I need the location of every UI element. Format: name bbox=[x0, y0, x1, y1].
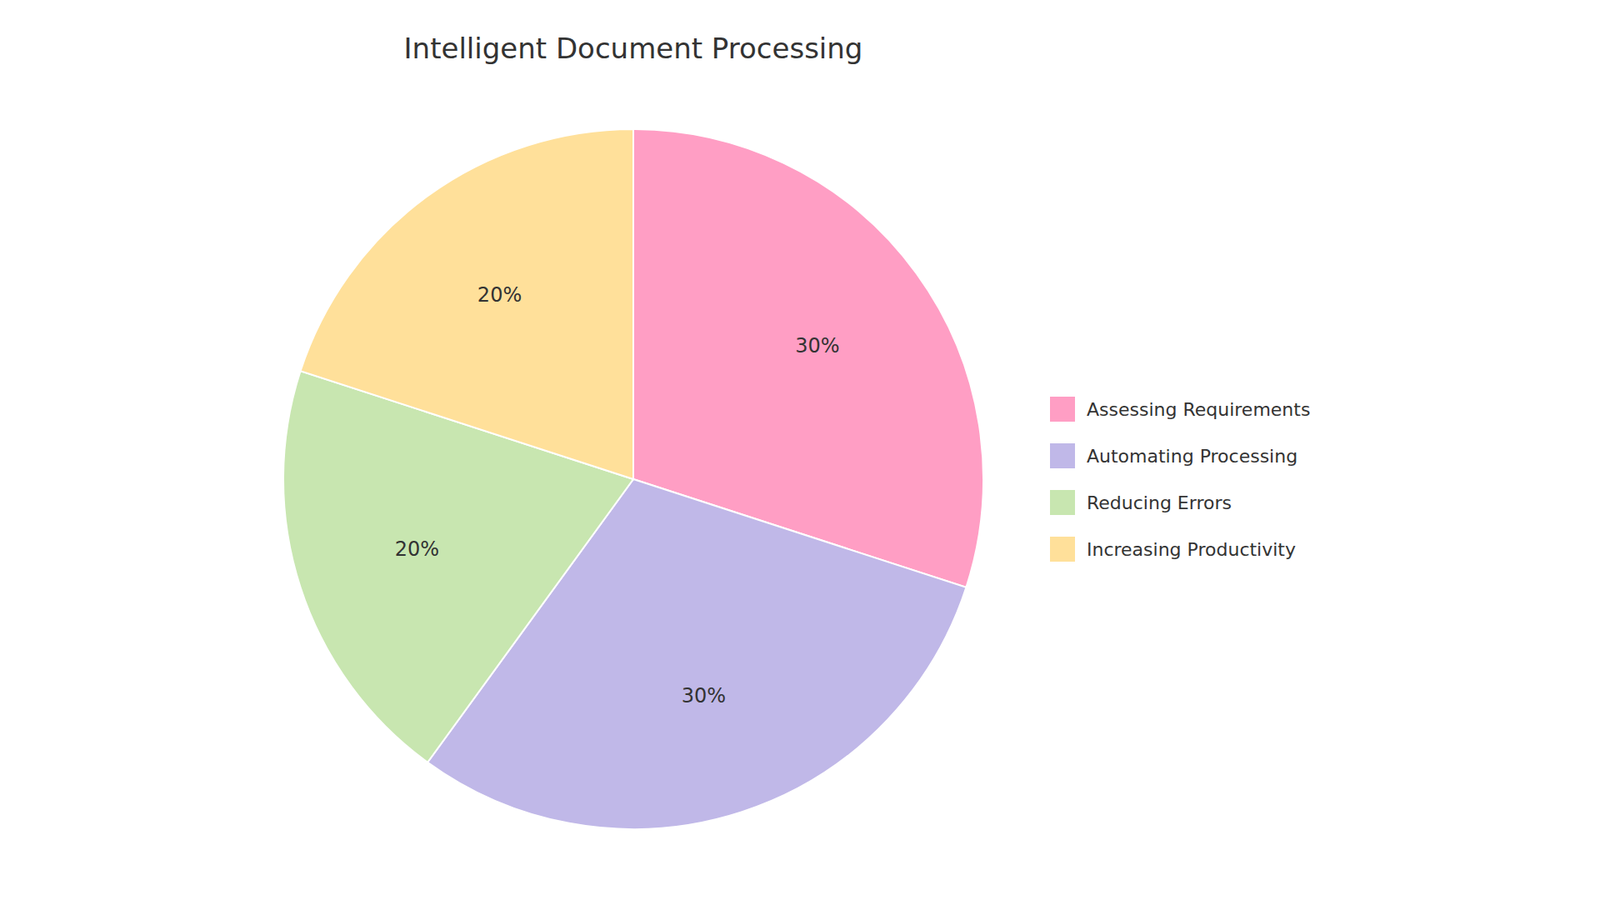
title: Intelligent Document Processing bbox=[404, 31, 864, 65]
legend-label: Reducing Errors bbox=[1086, 492, 1232, 514]
legend-swatch bbox=[1050, 396, 1075, 422]
legend-swatch bbox=[1050, 490, 1075, 515]
legend-item: Increasing Productivity bbox=[1050, 536, 1296, 562]
legend-item: Assessing Requirements bbox=[1050, 396, 1310, 422]
legend-label: Increasing Productivity bbox=[1086, 539, 1296, 560]
data-label: 20% bbox=[477, 283, 522, 307]
chart: Intelligent Document Processing 30% 30% 20%… bbox=[0, 0, 1600, 900]
legend-item: Reducing Errors bbox=[1050, 490, 1232, 515]
legend-item: Automating Processing bbox=[1050, 443, 1298, 469]
pie bbox=[283, 129, 984, 830]
slice bbox=[300, 129, 634, 480]
legend-label: Automating Processing bbox=[1086, 445, 1298, 467]
data-label: 30% bbox=[795, 334, 840, 358]
data-label: 30% bbox=[681, 684, 726, 708]
legend-label: Assessing Requirements bbox=[1086, 399, 1310, 420]
data-label: 20% bbox=[395, 537, 440, 561]
data-labels: 30% 30% 20% 20% bbox=[395, 283, 840, 708]
legend-swatch bbox=[1050, 536, 1075, 562]
legend-swatch bbox=[1050, 443, 1075, 469]
legend: Assessing Requirements Automating Process… bbox=[1050, 396, 1310, 562]
